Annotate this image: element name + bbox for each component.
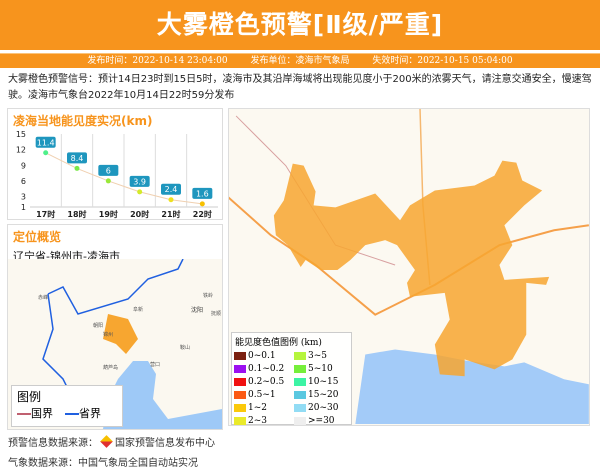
- legend-item: 15~20: [294, 389, 354, 401]
- data-point: [199, 201, 205, 207]
- legend-swatch: [234, 391, 246, 399]
- province-border: [47, 259, 184, 315]
- x-tick-label: 21时: [161, 209, 180, 219]
- data-label-box: [98, 164, 119, 176]
- legend-item: 0.5~1: [234, 389, 294, 401]
- y-tick-label: 9: [21, 161, 26, 170]
- x-tick-label: 17时: [36, 209, 55, 219]
- linghai-highlight: [103, 314, 138, 354]
- overview-legend: 图例 国界 省界: [11, 385, 123, 427]
- city-label: 葫芦岛: [103, 364, 118, 371]
- data-label-box: [129, 175, 150, 187]
- legend-swatch: [294, 417, 306, 425]
- legend-item: 20~30: [294, 402, 354, 414]
- visibility-color-legend: 能见度色值图例 (km) 0~0.1 3~5 0.1~0.2 5~10 0.2~0.5 1…: [231, 332, 354, 427]
- legend-item: 0~0.1: [234, 350, 294, 362]
- warning-description: 大雾橙色预警信号：预计14日23时到15日5时，凌海市及其沿岸海域将出现能见度小…: [8, 74, 592, 101]
- legend-swatch: [234, 352, 246, 360]
- page-title: 大雾橙色预警[Ⅱ级/严重]: [0, 0, 600, 50]
- x-tick-label: 20时: [130, 209, 149, 219]
- data-label: 6: [106, 166, 111, 175]
- data-label: 2.4: [165, 185, 178, 194]
- warning-center-logo-icon: [100, 435, 113, 448]
- y-tick-label: 3: [21, 193, 26, 202]
- city-label: 鞍山: [180, 344, 190, 351]
- legend-item: >=30: [294, 415, 354, 427]
- data-point: [137, 189, 143, 195]
- data-point: [105, 178, 111, 184]
- y-tick-label: 12: [16, 146, 26, 155]
- x-tick-label: 18时: [67, 209, 86, 219]
- visibility-chart: 13 6 9 12 15 11.4 17时 8.4 18时 6 19时 3.9 20时 2.4 21时 1.6…: [16, 130, 218, 219]
- series-line: [45, 152, 203, 205]
- city-label: 营口: [150, 361, 160, 368]
- city-label: 锦州: [103, 331, 113, 338]
- warning-area[interactable]: [273, 160, 550, 377]
- legend-swatch: [294, 365, 306, 373]
- legend-swatch: [294, 352, 306, 360]
- city-label: 阜新: [133, 306, 143, 313]
- y-tick-label: 1: [21, 203, 26, 212]
- legend-swatch: [294, 391, 306, 399]
- bohai-sea: [103, 361, 222, 429]
- legend-item: 1~2: [234, 402, 294, 414]
- national-border-legend: 国界: [17, 405, 53, 421]
- data-label-box: [161, 183, 181, 195]
- city-label: 朝阳: [93, 322, 103, 329]
- data-label: 11.4: [37, 138, 55, 147]
- legend-item: 0.1~0.2: [234, 363, 294, 375]
- legend-swatch: [234, 378, 246, 386]
- weather-source: 气象数据来源：中国气象局全国自动站实况: [8, 458, 198, 469]
- visibility-panel: 凌海当地能见度实况(km) 1 3 6 9 12 15 11.4 17时 8.4 18时 6 19时 3…: [7, 108, 223, 220]
- y-tick-label: 6: [21, 177, 26, 186]
- x-tick-label: 19时: [99, 209, 118, 219]
- data-point: [168, 197, 174, 203]
- data-label: 8.4: [71, 154, 84, 163]
- issuer: 发布单位：凌海市气象局: [250, 56, 350, 66]
- province-border-legend: 省界: [65, 405, 101, 421]
- legend-title: 能见度色值图例 (km): [235, 338, 322, 348]
- city-label: 抚顺: [211, 310, 221, 317]
- legend-swatch: [294, 378, 306, 386]
- legend-swatch: [234, 417, 246, 425]
- legend-swatch: [294, 404, 306, 412]
- legend-item: 10~15: [294, 376, 354, 388]
- legend-item: 5~10: [294, 363, 354, 375]
- data-label-box: [192, 187, 213, 199]
- city-label: 沈阳: [191, 306, 203, 314]
- city-label: 赤峰: [38, 294, 48, 301]
- legend-swatch: [234, 365, 246, 373]
- legend-title: 图例: [17, 390, 42, 404]
- sea: [355, 349, 589, 425]
- data-label-box: [67, 152, 87, 164]
- y-tick-label: 15: [16, 130, 26, 139]
- data-point: [74, 165, 80, 171]
- location-title: 定位概览: [13, 230, 62, 244]
- legend-item: 0.2~0.5: [234, 376, 294, 388]
- legend-item: 2~3: [234, 415, 294, 427]
- legend-item: 3~5: [294, 350, 354, 362]
- data-label: 3.9: [133, 177, 146, 186]
- warning-source: 预警信息数据来源： 国家预警信息发布中心: [8, 434, 215, 449]
- legend-swatch: [234, 404, 246, 412]
- warning-meta: 发布时间：2022-10-14 23:04:00 发布单位：凌海市气象局 失效时…: [0, 53, 600, 68]
- x-tick-label: 22时: [193, 209, 212, 219]
- highway: [229, 196, 589, 316]
- city-label: 铁岭: [203, 292, 213, 299]
- data-label: 1.6: [196, 189, 209, 198]
- issue-time: 发布时间：2022-10-14 23:04:00: [87, 56, 228, 66]
- visibility-title: 凌海当地能见度实况(km): [13, 114, 153, 128]
- data-point: [43, 150, 49, 156]
- expire-time: 失效时间：2022-10-15 05:04:00: [372, 56, 513, 66]
- data-label-box: [35, 136, 56, 148]
